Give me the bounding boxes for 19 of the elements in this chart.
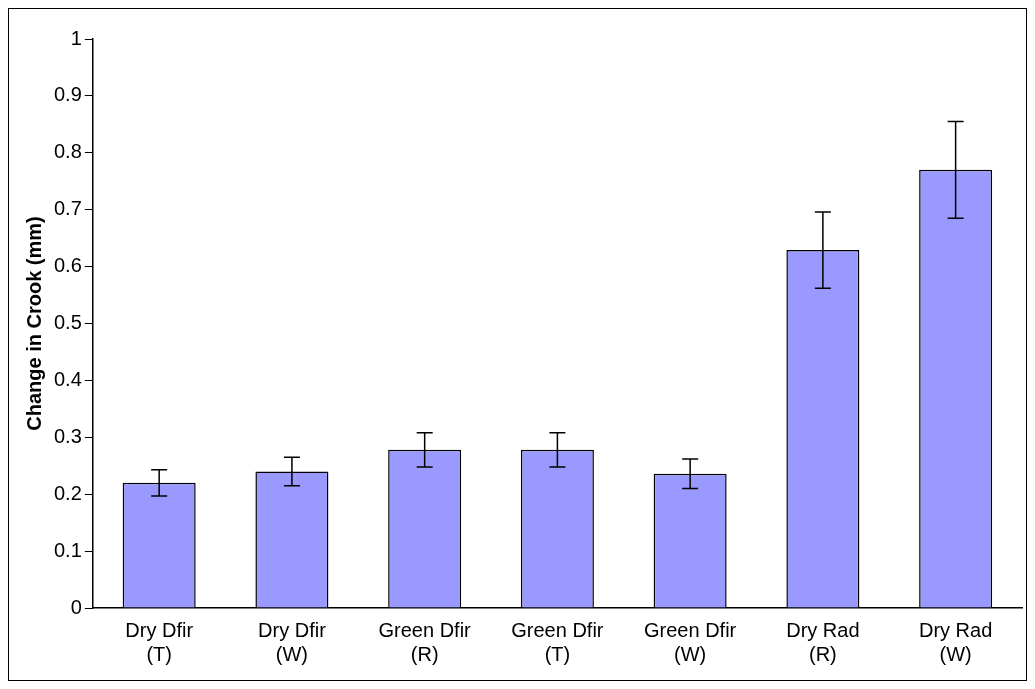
x-tick-label: Green Dfir (T) — [511, 618, 604, 665]
x-tick-label: Green Dfir (R) — [378, 618, 472, 665]
y-tick-label: 0.6 — [53, 254, 82, 277]
y-tick-label: 0.3 — [53, 424, 82, 447]
y-tick-label: 0.9 — [53, 83, 82, 106]
x-tick-label: Dry Rad (W) — [918, 618, 993, 665]
x-tick-label: Dry Dfir (W) — [258, 618, 327, 665]
y-tick-label: 0.7 — [53, 197, 82, 220]
x-tick-label: Dry Rad (R) — [786, 618, 860, 665]
y-tick-label: 0.2 — [53, 481, 82, 504]
y-tick-label: 0 — [70, 595, 82, 618]
y-axis-title: Change in Crook (mm) — [22, 216, 45, 431]
x-tick-label: Green Dfir (W) — [644, 618, 737, 665]
y-tick-label: 1 — [70, 26, 82, 49]
x-tick-label: Dry Dfir (T) — [125, 618, 194, 665]
y-tick-label: 0.1 — [53, 538, 82, 561]
y-tick-label: 0.5 — [53, 311, 82, 334]
y-tick-label: 0.8 — [53, 140, 82, 163]
y-tick-label: 0.4 — [53, 367, 82, 390]
